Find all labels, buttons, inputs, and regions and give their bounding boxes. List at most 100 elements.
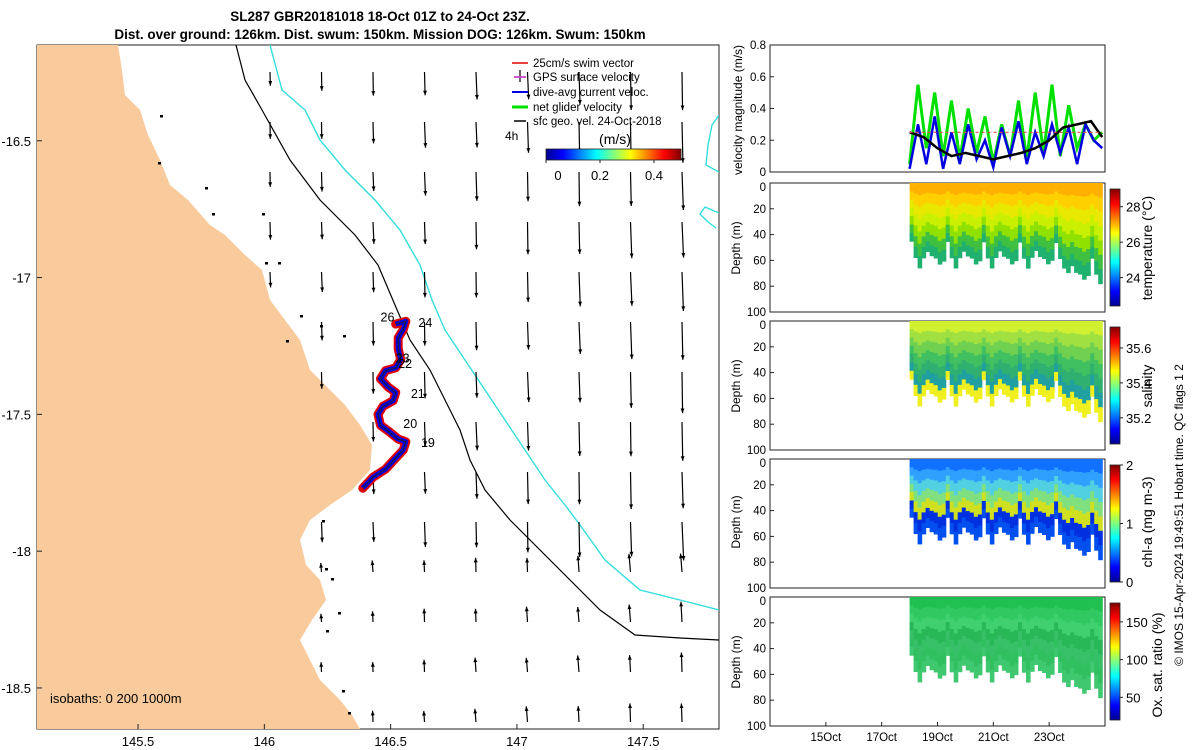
chl-a-cell xyxy=(921,512,927,524)
chl-a-cell xyxy=(961,497,967,509)
velocity-arrow-head xyxy=(474,345,479,351)
oxygen-cell xyxy=(997,597,1003,608)
chl-a-cell xyxy=(957,459,963,471)
chl-a-cell xyxy=(1062,531,1067,545)
oxygen-cell xyxy=(1066,673,1071,688)
oxygen-cell xyxy=(1054,639,1059,649)
salinity-cell xyxy=(1034,378,1039,389)
temperature-cell xyxy=(913,193,919,205)
chl-a-cell xyxy=(1074,535,1079,549)
temperature-cell xyxy=(949,215,955,227)
chl-a-cell xyxy=(1054,501,1059,511)
chl-a-cell xyxy=(1050,459,1055,471)
velocity-arrow-head xyxy=(268,182,273,187)
temperature-cell xyxy=(917,207,923,220)
velocity-arrow xyxy=(475,421,478,451)
salinity-cell xyxy=(981,329,987,339)
temperature-cell xyxy=(1050,216,1055,228)
salinity-cell xyxy=(1009,355,1015,368)
velocity-arrow xyxy=(681,371,684,414)
oxygen-cell xyxy=(997,635,1003,646)
oxygen-cell xyxy=(969,650,975,662)
temperature-cell xyxy=(1074,183,1079,197)
legend-sfc-geo: sfc geo. vel. 24-Oct-2018 xyxy=(533,116,661,128)
chl-a-cell xyxy=(969,469,975,481)
temperature-cell xyxy=(1013,238,1019,251)
temperature-cell xyxy=(1009,217,1015,230)
temperature-cell xyxy=(1062,255,1067,269)
oxygen-cell xyxy=(1062,645,1067,659)
velocity-arrow-head xyxy=(681,205,686,211)
salinity-cell xyxy=(957,331,963,343)
oxygen-cell xyxy=(985,618,991,630)
chl-a-cell xyxy=(1030,459,1035,471)
salinity-cell xyxy=(945,346,951,355)
salinity-cell xyxy=(1094,399,1099,413)
chl-a-cell xyxy=(933,523,939,535)
temperature-cell xyxy=(973,183,979,196)
oxygen-cell xyxy=(1086,623,1091,638)
oxygen-cell xyxy=(1086,676,1091,690)
temperature-cell xyxy=(1042,193,1047,206)
oxygen-cell xyxy=(1009,620,1015,633)
velocity-arrow xyxy=(681,471,684,509)
temperature-cell xyxy=(1013,205,1019,217)
salinity-cell xyxy=(1050,321,1055,333)
temperature-cell xyxy=(1005,215,1011,227)
chl-a-cell xyxy=(1074,522,1079,537)
velocity-y-axis: 00.20.40.60.8 xyxy=(750,40,774,179)
velocity-arrow xyxy=(526,421,530,451)
map-x-tick-label: 147.5 xyxy=(627,734,660,749)
chl-a-cell xyxy=(953,459,959,472)
temperature-cell xyxy=(1009,240,1015,253)
oxygen-cell xyxy=(1046,643,1051,656)
salinity-cell xyxy=(1021,342,1027,354)
salinity-cell xyxy=(1062,369,1067,383)
oxygen-cell xyxy=(953,669,959,683)
chl-a-cell xyxy=(1054,484,1059,494)
temperature-cell xyxy=(989,255,995,269)
oxygen-cell xyxy=(1070,632,1075,645)
temperature-cell xyxy=(969,247,975,259)
salinity-cell xyxy=(1082,362,1087,377)
velocity-arrow-head xyxy=(627,655,632,660)
chl-a-cell xyxy=(913,512,919,524)
oxygen-cell xyxy=(977,641,983,654)
oxygen-cell xyxy=(1078,597,1083,611)
oxygen-cell xyxy=(985,661,991,673)
salinity-cell xyxy=(1094,360,1099,374)
oxygen-cell xyxy=(953,633,959,647)
chl-a-cell xyxy=(977,525,983,538)
temperature-cell xyxy=(921,225,927,237)
salinity-cell xyxy=(981,354,987,364)
chl-a-panel: Depth (m) chl-a (mg m-3) xyxy=(729,476,1155,567)
salinity-cell xyxy=(1082,375,1087,391)
temperature-cell xyxy=(921,193,927,205)
salinity-colorbar-label: salinity xyxy=(1139,365,1155,408)
salinity-cell xyxy=(965,321,971,332)
temperature-cell xyxy=(1034,231,1039,242)
oxygen-cell xyxy=(917,621,923,634)
chl-a-cell xyxy=(921,480,927,492)
salinity-cell xyxy=(1082,348,1087,363)
temperature-cell xyxy=(1034,192,1039,203)
temperature-cell xyxy=(1017,191,1023,201)
chl-a-cell xyxy=(1030,501,1035,513)
velocity-arrow xyxy=(578,271,581,307)
velocity-arrow xyxy=(681,521,685,561)
chl-a-cell xyxy=(913,501,919,513)
chl-a-cell xyxy=(973,528,979,541)
chl-a-cell xyxy=(969,480,975,492)
oxygen-cell xyxy=(1062,633,1067,647)
oxygen-cell xyxy=(1009,597,1015,610)
salinity-cell xyxy=(909,329,915,339)
map-legend: 25cm/s swim vector GPS surface velocity … xyxy=(505,58,661,143)
temperature-cell xyxy=(1070,206,1075,219)
oxygen-cell xyxy=(1078,649,1083,663)
salinity-cell xyxy=(997,350,1003,361)
chl-a-cell xyxy=(993,522,999,534)
oxygen-cell xyxy=(937,631,943,644)
chl-a-cell xyxy=(1050,470,1055,482)
salinity-cell xyxy=(965,331,971,343)
velocity-arrow-head xyxy=(628,703,633,709)
